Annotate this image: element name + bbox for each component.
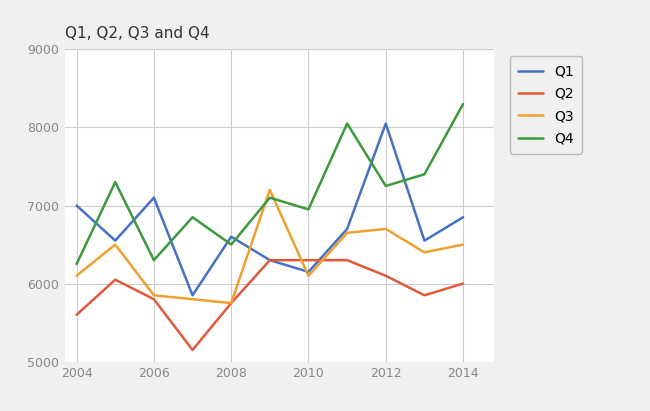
Line: Q2: Q2 — [77, 260, 463, 350]
Q4 — [188, 215, 196, 219]
Q3 — [421, 250, 428, 255]
Q2 — [111, 277, 119, 282]
Q4 — [227, 242, 235, 247]
Q3 — [343, 230, 351, 235]
Q3 — [73, 273, 81, 278]
Q3 — [111, 242, 119, 247]
Q1 — [421, 238, 428, 243]
Q2 — [305, 258, 313, 263]
Q1 — [73, 203, 81, 208]
Q3 — [305, 273, 313, 278]
Q3 — [266, 187, 274, 192]
Legend: Q1, Q2, Q3, Q4: Q1, Q2, Q3, Q4 — [510, 56, 582, 154]
Q2 — [266, 258, 274, 263]
Q3 — [150, 293, 158, 298]
Q2 — [382, 273, 390, 278]
Line: Q1: Q1 — [77, 124, 463, 295]
Q4 — [73, 262, 81, 267]
Q1 — [266, 258, 274, 263]
Q4 — [459, 102, 467, 106]
Q4 — [111, 180, 119, 185]
Q2 — [343, 258, 351, 263]
Q1 — [343, 226, 351, 231]
Q3 — [188, 297, 196, 302]
Q1 — [188, 293, 196, 298]
Q1 — [227, 234, 235, 239]
Q1 — [459, 215, 467, 219]
Q2 — [227, 301, 235, 306]
Q2 — [150, 297, 158, 302]
Text: Q1, Q2, Q3 and Q4: Q1, Q2, Q3 and Q4 — [65, 26, 209, 41]
Q2 — [188, 348, 196, 353]
Q4 — [150, 258, 158, 263]
Q1 — [150, 195, 158, 200]
Q3 — [459, 242, 467, 247]
Q1 — [382, 121, 390, 126]
Line: Q3: Q3 — [77, 190, 463, 303]
Line: Q4: Q4 — [77, 104, 463, 264]
Q4 — [305, 207, 313, 212]
Q3 — [227, 301, 235, 306]
Q2 — [459, 281, 467, 286]
Q4 — [382, 183, 390, 188]
Q4 — [421, 172, 428, 177]
Q4 — [266, 195, 274, 200]
Q2 — [421, 293, 428, 298]
Q3 — [382, 226, 390, 231]
Q2 — [73, 312, 81, 317]
Q1 — [305, 270, 313, 275]
Q1 — [111, 238, 119, 243]
Q4 — [343, 121, 351, 126]
